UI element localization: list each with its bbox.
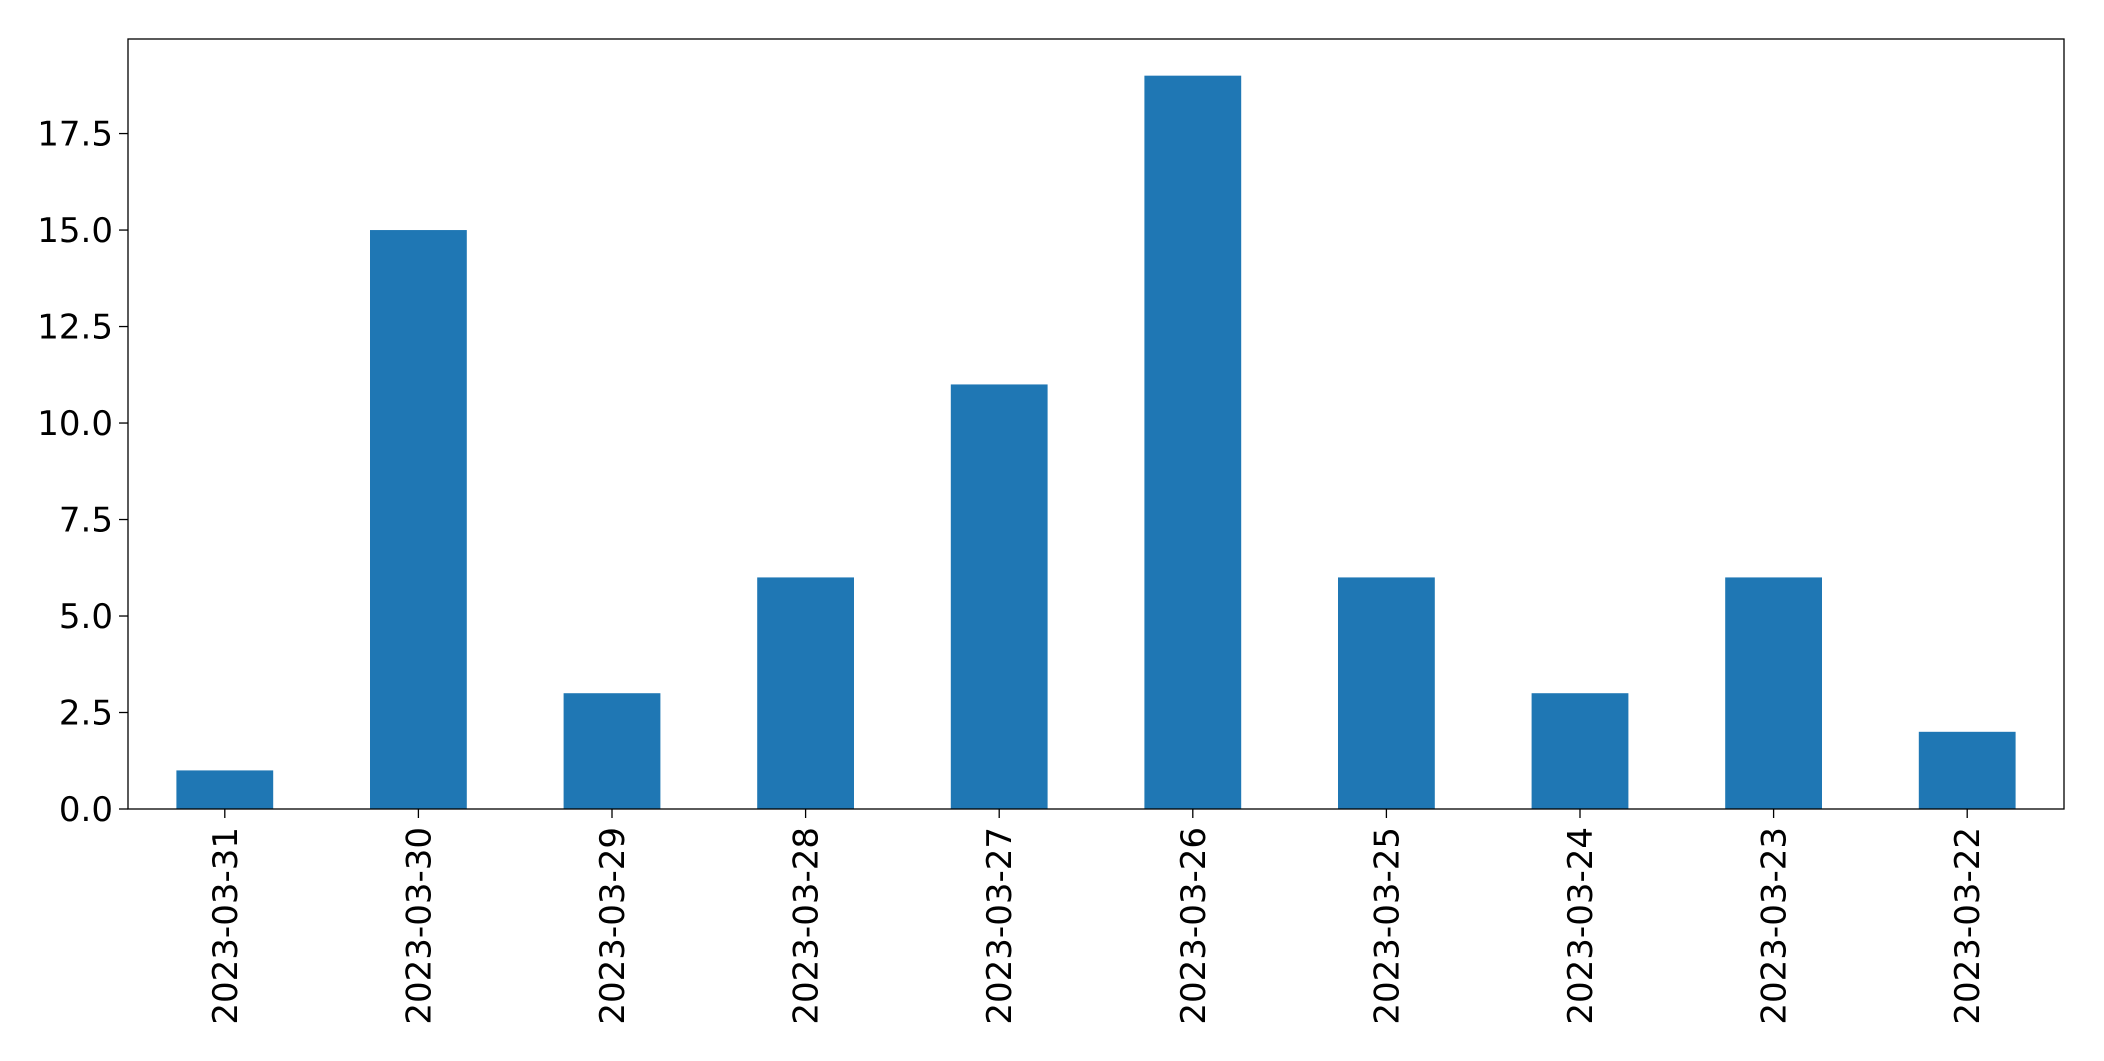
- y-tick-label: 0.0: [59, 790, 113, 830]
- x-tick-label: 2023-03-30: [399, 827, 439, 1025]
- y-tick-label: 10.0: [37, 404, 113, 444]
- y-tick-label: 2.5: [59, 694, 113, 734]
- bar: [1531, 693, 1629, 809]
- y-tick-label: 12.5: [37, 308, 113, 348]
- bar: [1725, 577, 1822, 809]
- bar: [1918, 731, 2016, 809]
- x-tick-label: 2023-03-28: [787, 827, 827, 1025]
- bar: [950, 384, 1048, 809]
- x-tick-label: 2023-03-26: [1174, 827, 1214, 1025]
- bar: [176, 770, 274, 809]
- bar: [1338, 577, 1435, 809]
- x-tick-label: 2023-03-24: [1561, 827, 1601, 1025]
- bar: [757, 577, 854, 809]
- plot-frame: [127, 38, 2065, 810]
- bar: [563, 693, 661, 809]
- x-tick-label: 2023-03-27: [980, 827, 1020, 1025]
- bar: [370, 230, 467, 810]
- x-tick-label: 2023-03-31: [206, 827, 246, 1025]
- bar: [1144, 75, 1242, 809]
- x-tick-label: 2023-03-22: [1948, 827, 1988, 1025]
- y-tick-label: 7.5: [59, 501, 113, 541]
- y-tick-label: 15.0: [37, 211, 113, 251]
- x-tick-label: 2023-03-25: [1367, 827, 1407, 1025]
- y-tick-label: 5.0: [59, 597, 113, 637]
- x-tick-label: 2023-03-29: [593, 827, 633, 1025]
- y-tick-label: 17.5: [37, 115, 113, 155]
- x-tick-label: 2023-03-23: [1755, 827, 1795, 1025]
